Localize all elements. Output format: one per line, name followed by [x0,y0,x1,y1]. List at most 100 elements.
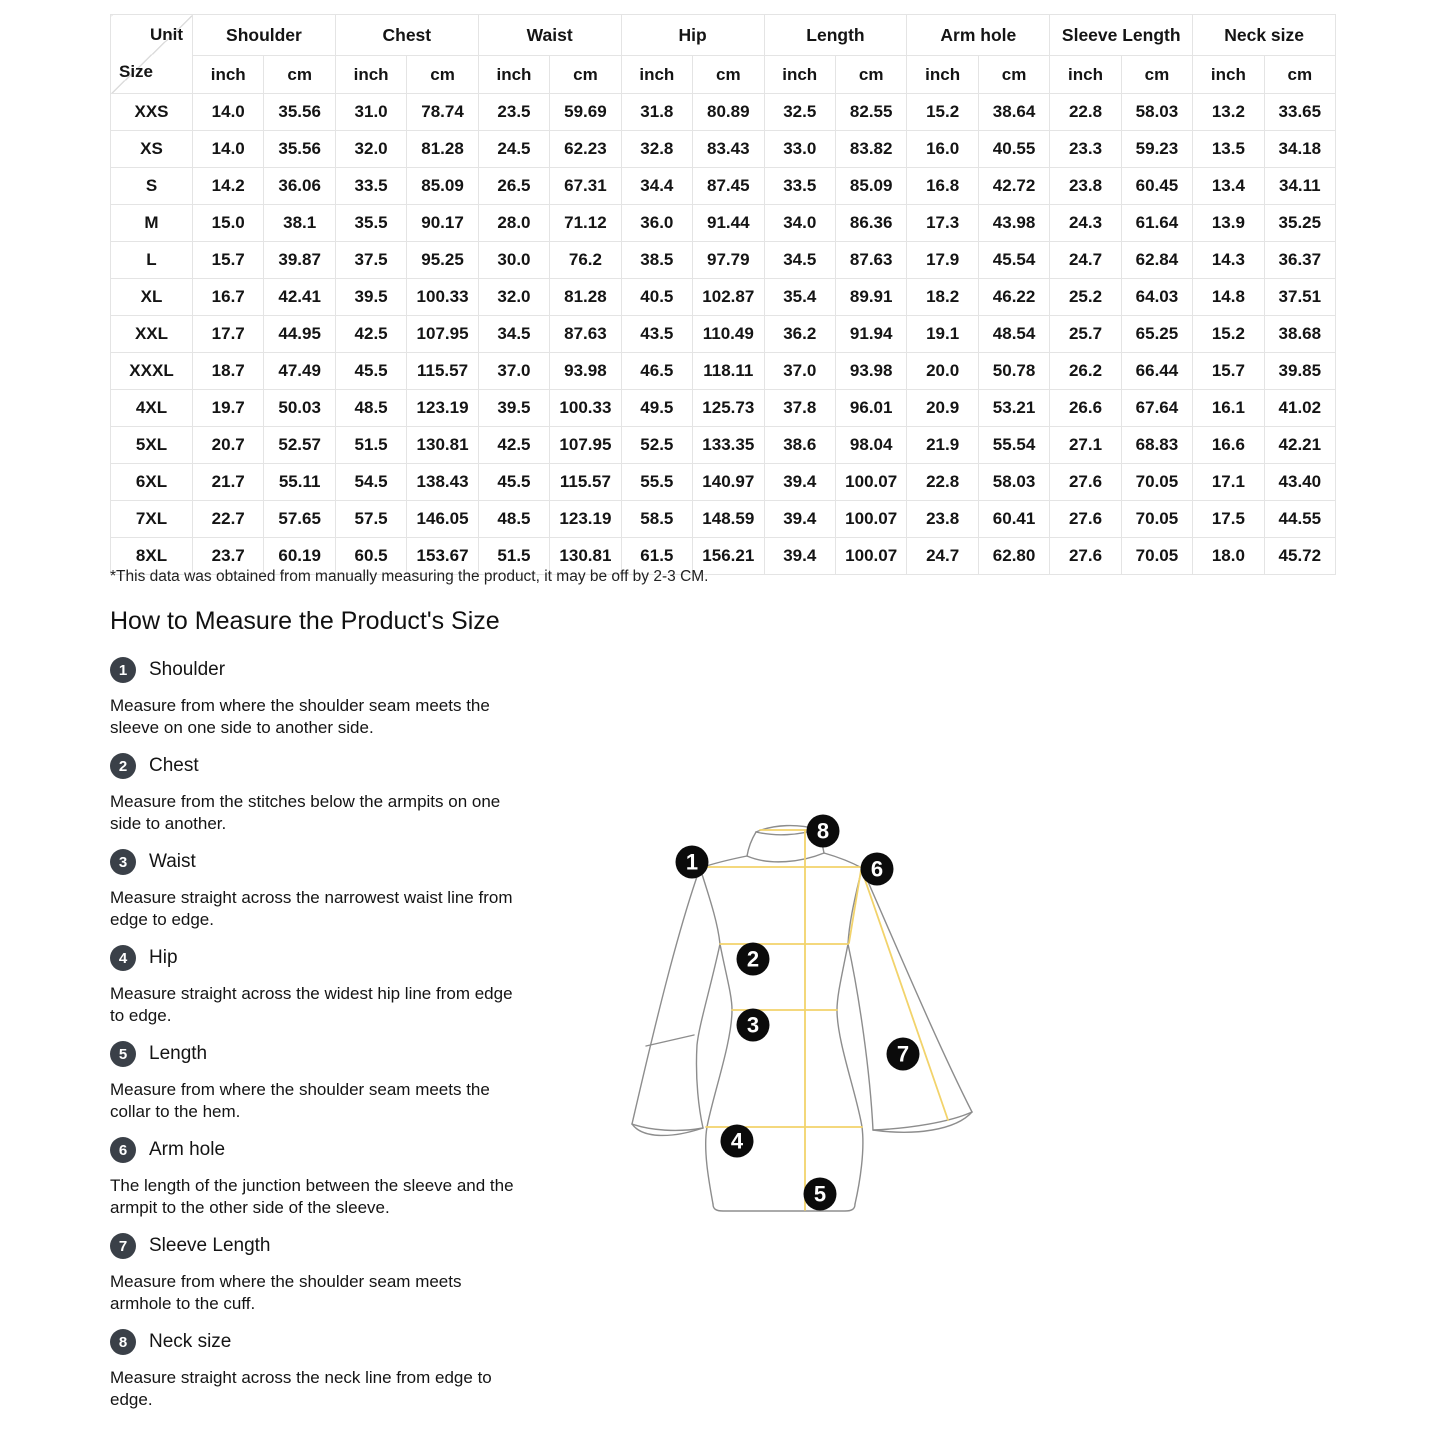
measurement-value: 68.83 [1120,426,1194,464]
size-label: 5XL [110,426,193,464]
measurement-value: 66.44 [1120,352,1194,390]
unit-header-inch: inch [620,55,694,94]
measurement-value: 95.25 [406,241,479,279]
measurement-value: 38.68 [1263,315,1337,353]
step-description: Measure from the stitches below the armp… [110,792,501,833]
measurement-value: 46.5 [620,352,694,390]
size-row-l: L 15.7 39.87 37.5 95.25 30.0 76.2 38.5 97.79 34.5… [110,241,1337,279]
step-heading: 6 Arm hole [110,1137,590,1163]
size-row-6xl: 6XL 21.7 55.11 54.5 138.43 45.5 115.57 55.5 140.… [110,463,1337,501]
measurement-value: 57.5 [334,500,408,538]
measurement-value: 45.5 [477,463,551,501]
measurement-value: 96.01 [834,389,908,427]
measurement-value: 91.44 [692,204,765,242]
measurement-value: 138.43 [406,463,479,501]
size-label: 7XL [110,500,193,538]
step-number-badge: 6 [110,1137,136,1163]
measurement-value: 38.5 [620,241,694,279]
measurement-value: 17.3 [906,204,979,242]
measurement-value: 93.98 [834,352,908,390]
measurement-value: 26.5 [477,167,551,205]
size-row-5xl: 5XL 20.7 52.57 51.5 130.81 42.5 107.95 52.5 133.… [110,426,1337,464]
measurement-value: 27.1 [1049,426,1122,464]
unit-header-inch: inch [334,55,408,94]
column-header-waist: Waist [477,14,622,56]
unit-size-corner-cell: Unit Size [110,14,193,94]
measurement-value: 39.4 [763,537,836,575]
measurement-value: 100.07 [834,500,908,538]
measurement-value: 33.5 [334,167,408,205]
size-label: XXS [110,93,193,131]
measurement-value: 21.9 [906,426,979,464]
measurement-value: 100.33 [406,278,479,316]
diagram-badge-1 [675,845,709,879]
measurement-value: 22.8 [1049,93,1122,131]
size-label: 4XL [110,389,193,427]
measurement-value: 50.78 [977,352,1051,390]
measurement-value: 19.1 [906,315,979,353]
measurement-value: 36.0 [620,204,694,242]
size-label: XL [110,278,193,316]
measurement-value: 62.80 [977,537,1051,575]
measurement-value: 20.9 [906,389,979,427]
measurement-value: 130.81 [406,426,479,464]
column-header-arm-hole: Arm hole [906,14,1051,56]
size-label: XXXL [110,352,193,390]
measurement-value: 86.36 [834,204,908,242]
measurement-value: 27.6 [1049,463,1122,501]
measurement-value: 83.43 [692,130,765,168]
diagram-badge-8 [806,814,840,848]
diagram-badge-4 [720,1124,754,1158]
measurement-value: 118.11 [692,352,765,390]
measurement-value: 48.54 [977,315,1051,353]
measurement-value: 23.8 [1049,167,1122,205]
size-row-xxl: XXL 17.7 44.95 42.5 107.95 34.5 87.63 43.5 110.4… [110,315,1337,353]
measurement-value: 43.5 [620,315,694,353]
unit-header-inch: inch [477,55,551,94]
measurement-value: 32.5 [763,93,836,131]
measurement-value: 48.5 [334,389,408,427]
size-row-s: S 14.2 36.06 33.5 85.09 26.5 67.31 34.4 87.45 33.… [110,167,1337,205]
measurement-value: 100.07 [834,463,908,501]
unit-header-cm: cm [1263,55,1337,94]
step-heading: 5 Length [110,1041,590,1067]
measurement-value: 60.5 [334,537,408,575]
diagram-badge-2 [736,942,770,976]
measurement-value: 39.5 [334,278,408,316]
measurement-value: 87.45 [692,167,765,205]
measurement-value: 83.82 [834,130,908,168]
diagram-badge-5-number: 5 [814,1182,826,1207]
measurement-value: 20.7 [191,426,265,464]
measurement-value: 110.49 [692,315,765,353]
size-label: S [110,167,193,205]
measurement-value: 107.95 [406,315,479,353]
measurement-value: 38.1 [263,204,336,242]
step-description: Measure from where the shoulder seam mee… [110,1272,462,1313]
measurement-value: 38.64 [977,93,1051,131]
measurement-lines [703,829,949,1211]
measurement-value: 62.84 [1120,241,1194,279]
measurement-value: 81.28 [549,278,622,316]
step-heading: 8 Neck size [110,1329,590,1355]
measure-step-waist: 3 Waist Measure straight across the narrow… [110,849,590,930]
measurement-value: 18.7 [191,352,265,390]
unit-header-cm: cm [406,55,479,94]
step-number-badge: 7 [110,1233,136,1259]
measurement-value: 54.5 [334,463,408,501]
step-heading: 7 Sleeve Length [110,1233,590,1259]
measurement-value: 26.6 [1049,389,1122,427]
dress-outline [631,824,973,1212]
measurement-value: 16.1 [1192,389,1265,427]
measurement-value: 13.9 [1192,204,1265,242]
unit-header-inch: inch [763,55,836,94]
measurement-value: 39.85 [1263,352,1337,390]
measurement-value: 46.22 [977,278,1051,316]
measurement-value: 24.3 [1049,204,1122,242]
measurement-value: 17.1 [1192,463,1265,501]
measurement-value: 90.17 [406,204,479,242]
step-label: Shoulder [149,659,226,680]
measurement-value: 57.65 [263,500,336,538]
unit-header-cm: cm [692,55,765,94]
measurement-value: 13.2 [1192,93,1265,131]
unit-header-row: inch cm inch cm inch cm inch cm inch cm inch cm inch… [111,55,1337,94]
